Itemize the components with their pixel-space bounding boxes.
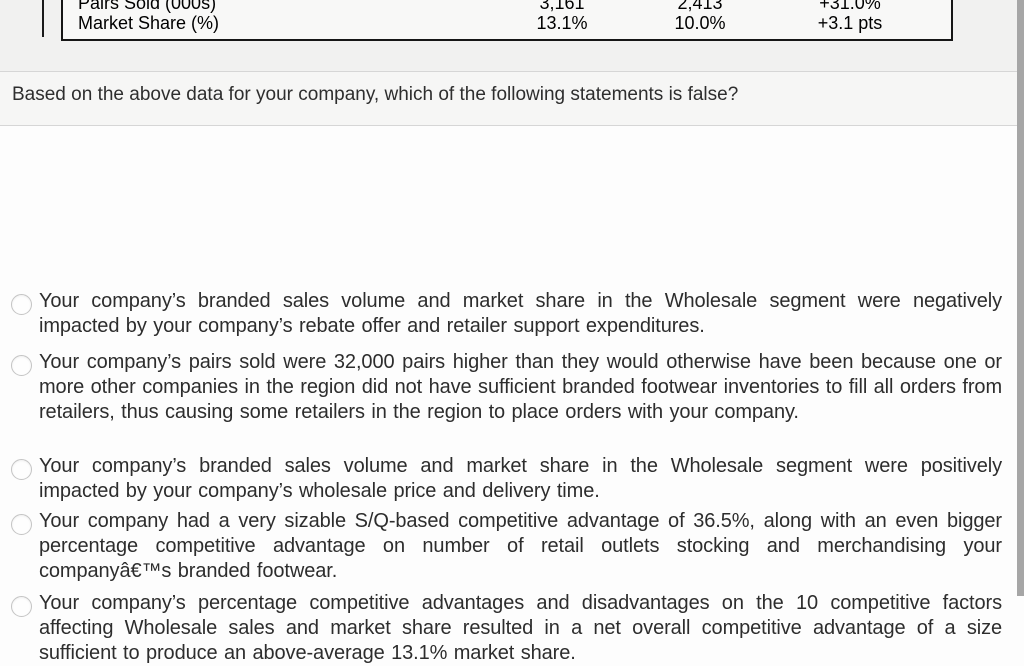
right-scrollbar-strip[interactable] <box>1017 0 1024 596</box>
radio-button-icon[interactable] <box>11 355 32 376</box>
table-cell: +3.1 pts <box>817 13 883 33</box>
table-row-label: Market Share (%) <box>78 13 220 33</box>
answer-option-text: Your company’s percentage competitive ad… <box>39 592 1002 664</box>
table-cell: 10.0% <box>674 13 726 33</box>
answer-option-3[interactable]: Your company’s branded sales volume and … <box>11 454 1002 504</box>
table-section: Pairs Sold (000s) 3,161 2,413 +31.0% Mar… <box>0 0 1017 71</box>
question-section <box>0 72 1017 125</box>
table-cell: +31.0% <box>819 0 881 13</box>
table-cell: 2,413 <box>677 0 723 13</box>
answer-option-text: Your company had a very sizable S/Q-base… <box>39 510 1002 582</box>
answer-option-4[interactable]: Your company had a very sizable S/Q-base… <box>11 509 1002 584</box>
table-row: Pairs Sold (000s) 3,161 2,413 +31.0% <box>63 0 951 13</box>
cropped-outer-border <box>42 0 44 37</box>
company-data-table: Pairs Sold (000s) 3,161 2,413 +31.0% Mar… <box>61 0 953 41</box>
answer-option-text: Your company’s branded sales volume and … <box>39 455 1002 502</box>
options-section: Your company’s branded sales volume and … <box>0 126 1017 664</box>
divider <box>0 71 1017 72</box>
table-cell: 3,161 <box>539 0 585 13</box>
answer-option-5[interactable]: Your company’s percentage competitive ad… <box>11 591 1002 666</box>
answer-option-text: Your company’s branded sales volume and … <box>39 290 1002 337</box>
radio-button-icon[interactable] <box>11 294 32 315</box>
radio-button-icon[interactable] <box>11 596 32 617</box>
table-row: Market Share (%) 13.1% 10.0% +3.1 pts <box>63 13 951 33</box>
answer-option-2[interactable]: Your company’s pairs sold were 32,000 pa… <box>11 350 1002 425</box>
table-cell: 13.1% <box>536 13 588 33</box>
table-row-label: Pairs Sold (000s) <box>78 0 217 13</box>
divider <box>0 125 1017 126</box>
answer-option-1[interactable]: Your company’s branded sales volume and … <box>11 289 1002 339</box>
answer-option-text: Your company’s pairs sold were 32,000 pa… <box>39 351 1002 423</box>
question-text: Based on the above data for your company… <box>12 84 739 105</box>
radio-button-icon[interactable] <box>11 514 32 535</box>
radio-button-icon[interactable] <box>11 459 32 480</box>
